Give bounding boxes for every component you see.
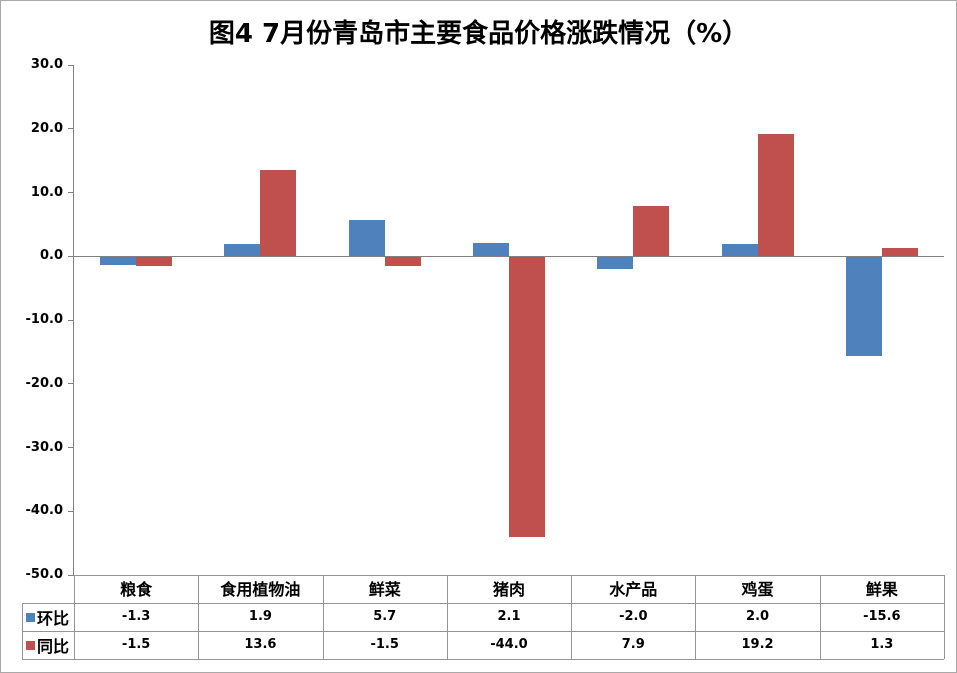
y-axis-tick-label: -20.0 [25,375,63,391]
table-v-line [22,603,23,659]
bar-yoy-6 [881,247,918,257]
y-axis-tick-mark [68,574,74,576]
table-v-line [571,575,573,659]
table-value-yoy-0: -1.5 [121,637,151,652]
table-v-line [322,575,324,659]
table-v-line [198,575,200,659]
bar-yoy-5 [757,133,794,257]
y-axis-tick-mark [68,510,74,512]
category-header-6: 鲜果 [865,580,898,599]
table-value-yoy-3: -44.0 [490,637,528,652]
category-header-0: 粮食 [120,580,153,599]
y-axis-tick-mark [68,128,74,130]
category-header-1: 食用植物油 [220,580,301,599]
bar-yoy-4 [633,205,670,257]
bar-yoy-1 [260,169,297,257]
bar-mom-1 [224,244,261,257]
table-v-line [819,575,821,659]
bar-mom-3 [473,242,509,257]
y-axis-tick-label: -40.0 [25,503,63,519]
table-h-line [74,575,944,576]
table-v-line [446,575,448,659]
table-h-line [22,659,944,660]
table-v-line [944,575,945,659]
category-header-3: 猪肉 [492,580,525,599]
y-axis-tick-mark [68,383,74,385]
legend-swatch-mom-icon [26,612,35,622]
bar-yoy-3 [509,256,545,537]
table-value-yoy-1: 13.6 [244,637,277,652]
bar-yoy-2 [384,256,421,266]
y-axis-tick-mark [68,447,74,448]
bar-mom-6 [845,256,882,356]
y-axis-tick-label: 10.0 [30,184,63,200]
category-header-2: 鲜菜 [368,580,401,599]
table-value-mom-3: 2.1 [497,609,521,624]
table-value-mom-4: -2.0 [619,609,648,624]
bar-mom-0 [100,256,137,265]
table-v-line [74,575,75,659]
y-axis-tick-label: 0.0 [39,248,63,264]
table-value-mom-6: -15.6 [863,609,901,624]
table-h-line [22,603,944,604]
table-v-line [695,575,697,659]
y-axis-line [73,65,74,575]
table-value-mom-5: 2.0 [746,609,770,624]
table-h-line [22,631,944,632]
bar-mom-5 [721,243,758,257]
y-axis-tick-mark [68,64,74,66]
category-header-4: 水产品 [609,580,658,599]
y-axis-tick-label: -50.0 [25,567,63,582]
y-axis-tick-label: -10.0 [25,312,63,327]
legend-label-mom: 环比 [37,609,70,628]
bar-mom-2 [348,219,385,257]
y-axis-tick-mark [68,319,74,321]
table-value-mom-0: -1.3 [121,609,151,624]
chart-title: 图4 7月份青岛市主要食品价格涨跌情况（%） [208,19,749,49]
table-value-yoy-6: 1.3 [870,637,894,652]
zero-line [74,255,944,257]
table-value-yoy-4: 7.9 [621,637,645,652]
y-axis-tick-label: 30.0 [30,57,63,72]
table-value-yoy-2: -1.5 [370,637,399,652]
y-axis-tick-label: -30.0 [25,439,63,455]
bar-yoy-0 [136,256,173,266]
y-axis-tick-mark [68,255,74,257]
table-value-mom-2: 5.7 [373,609,397,624]
legend-swatch-yoy-icon [26,640,35,650]
legend-label-yoy: 同比 [37,637,70,656]
table-value-yoy-5: 19.2 [741,637,774,652]
y-axis-tick-label: 20.0 [30,120,63,136]
y-axis-tick-mark [68,192,74,193]
legend-key-yoy: 同比 [22,631,74,659]
table-value-mom-1: 1.9 [248,609,272,624]
category-header-5: 鸡蛋 [741,580,774,599]
bar-mom-4 [597,256,634,269]
legend-key-mom: 环比 [22,603,74,631]
